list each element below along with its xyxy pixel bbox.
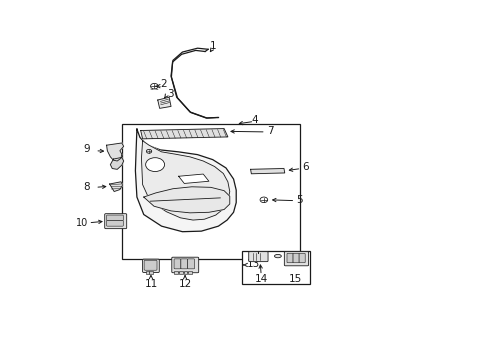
FancyBboxPatch shape	[145, 271, 149, 274]
Text: 9: 9	[83, 144, 89, 154]
FancyBboxPatch shape	[183, 271, 187, 274]
FancyBboxPatch shape	[174, 259, 181, 269]
FancyBboxPatch shape	[104, 214, 126, 229]
Polygon shape	[110, 157, 123, 169]
Text: 13: 13	[246, 258, 260, 269]
Text: 1: 1	[209, 41, 216, 51]
Text: 14: 14	[254, 274, 267, 284]
FancyBboxPatch shape	[149, 271, 153, 274]
Text: 7: 7	[267, 126, 273, 136]
Text: 15: 15	[288, 274, 301, 284]
Polygon shape	[135, 129, 236, 232]
Polygon shape	[141, 129, 227, 139]
Bar	[242, 251, 310, 284]
Polygon shape	[141, 141, 229, 220]
FancyBboxPatch shape	[144, 260, 157, 270]
FancyBboxPatch shape	[299, 253, 305, 263]
FancyBboxPatch shape	[142, 259, 159, 273]
FancyBboxPatch shape	[284, 252, 308, 266]
Text: 4: 4	[251, 115, 258, 125]
FancyBboxPatch shape	[188, 271, 191, 274]
Text: 2: 2	[160, 79, 167, 89]
Ellipse shape	[274, 255, 281, 258]
FancyBboxPatch shape	[171, 257, 198, 273]
Text: 10: 10	[75, 218, 88, 228]
FancyBboxPatch shape	[292, 253, 299, 263]
FancyBboxPatch shape	[106, 221, 123, 226]
Polygon shape	[106, 143, 123, 161]
Text: 3: 3	[167, 89, 174, 99]
Polygon shape	[158, 97, 171, 108]
Bar	[122, 123, 299, 260]
FancyBboxPatch shape	[286, 253, 292, 263]
FancyBboxPatch shape	[179, 271, 183, 274]
FancyBboxPatch shape	[248, 252, 267, 262]
Polygon shape	[143, 187, 229, 213]
Polygon shape	[109, 182, 122, 192]
Circle shape	[145, 158, 164, 172]
Text: 6: 6	[302, 162, 308, 172]
FancyBboxPatch shape	[181, 259, 187, 269]
Text: 11: 11	[144, 279, 157, 289]
Polygon shape	[178, 174, 208, 184]
FancyBboxPatch shape	[174, 271, 178, 274]
Text: 12: 12	[178, 279, 191, 289]
Text: 8: 8	[83, 183, 89, 192]
FancyBboxPatch shape	[106, 215, 123, 221]
Polygon shape	[250, 168, 284, 174]
Text: 5: 5	[296, 195, 302, 205]
FancyBboxPatch shape	[187, 259, 194, 269]
